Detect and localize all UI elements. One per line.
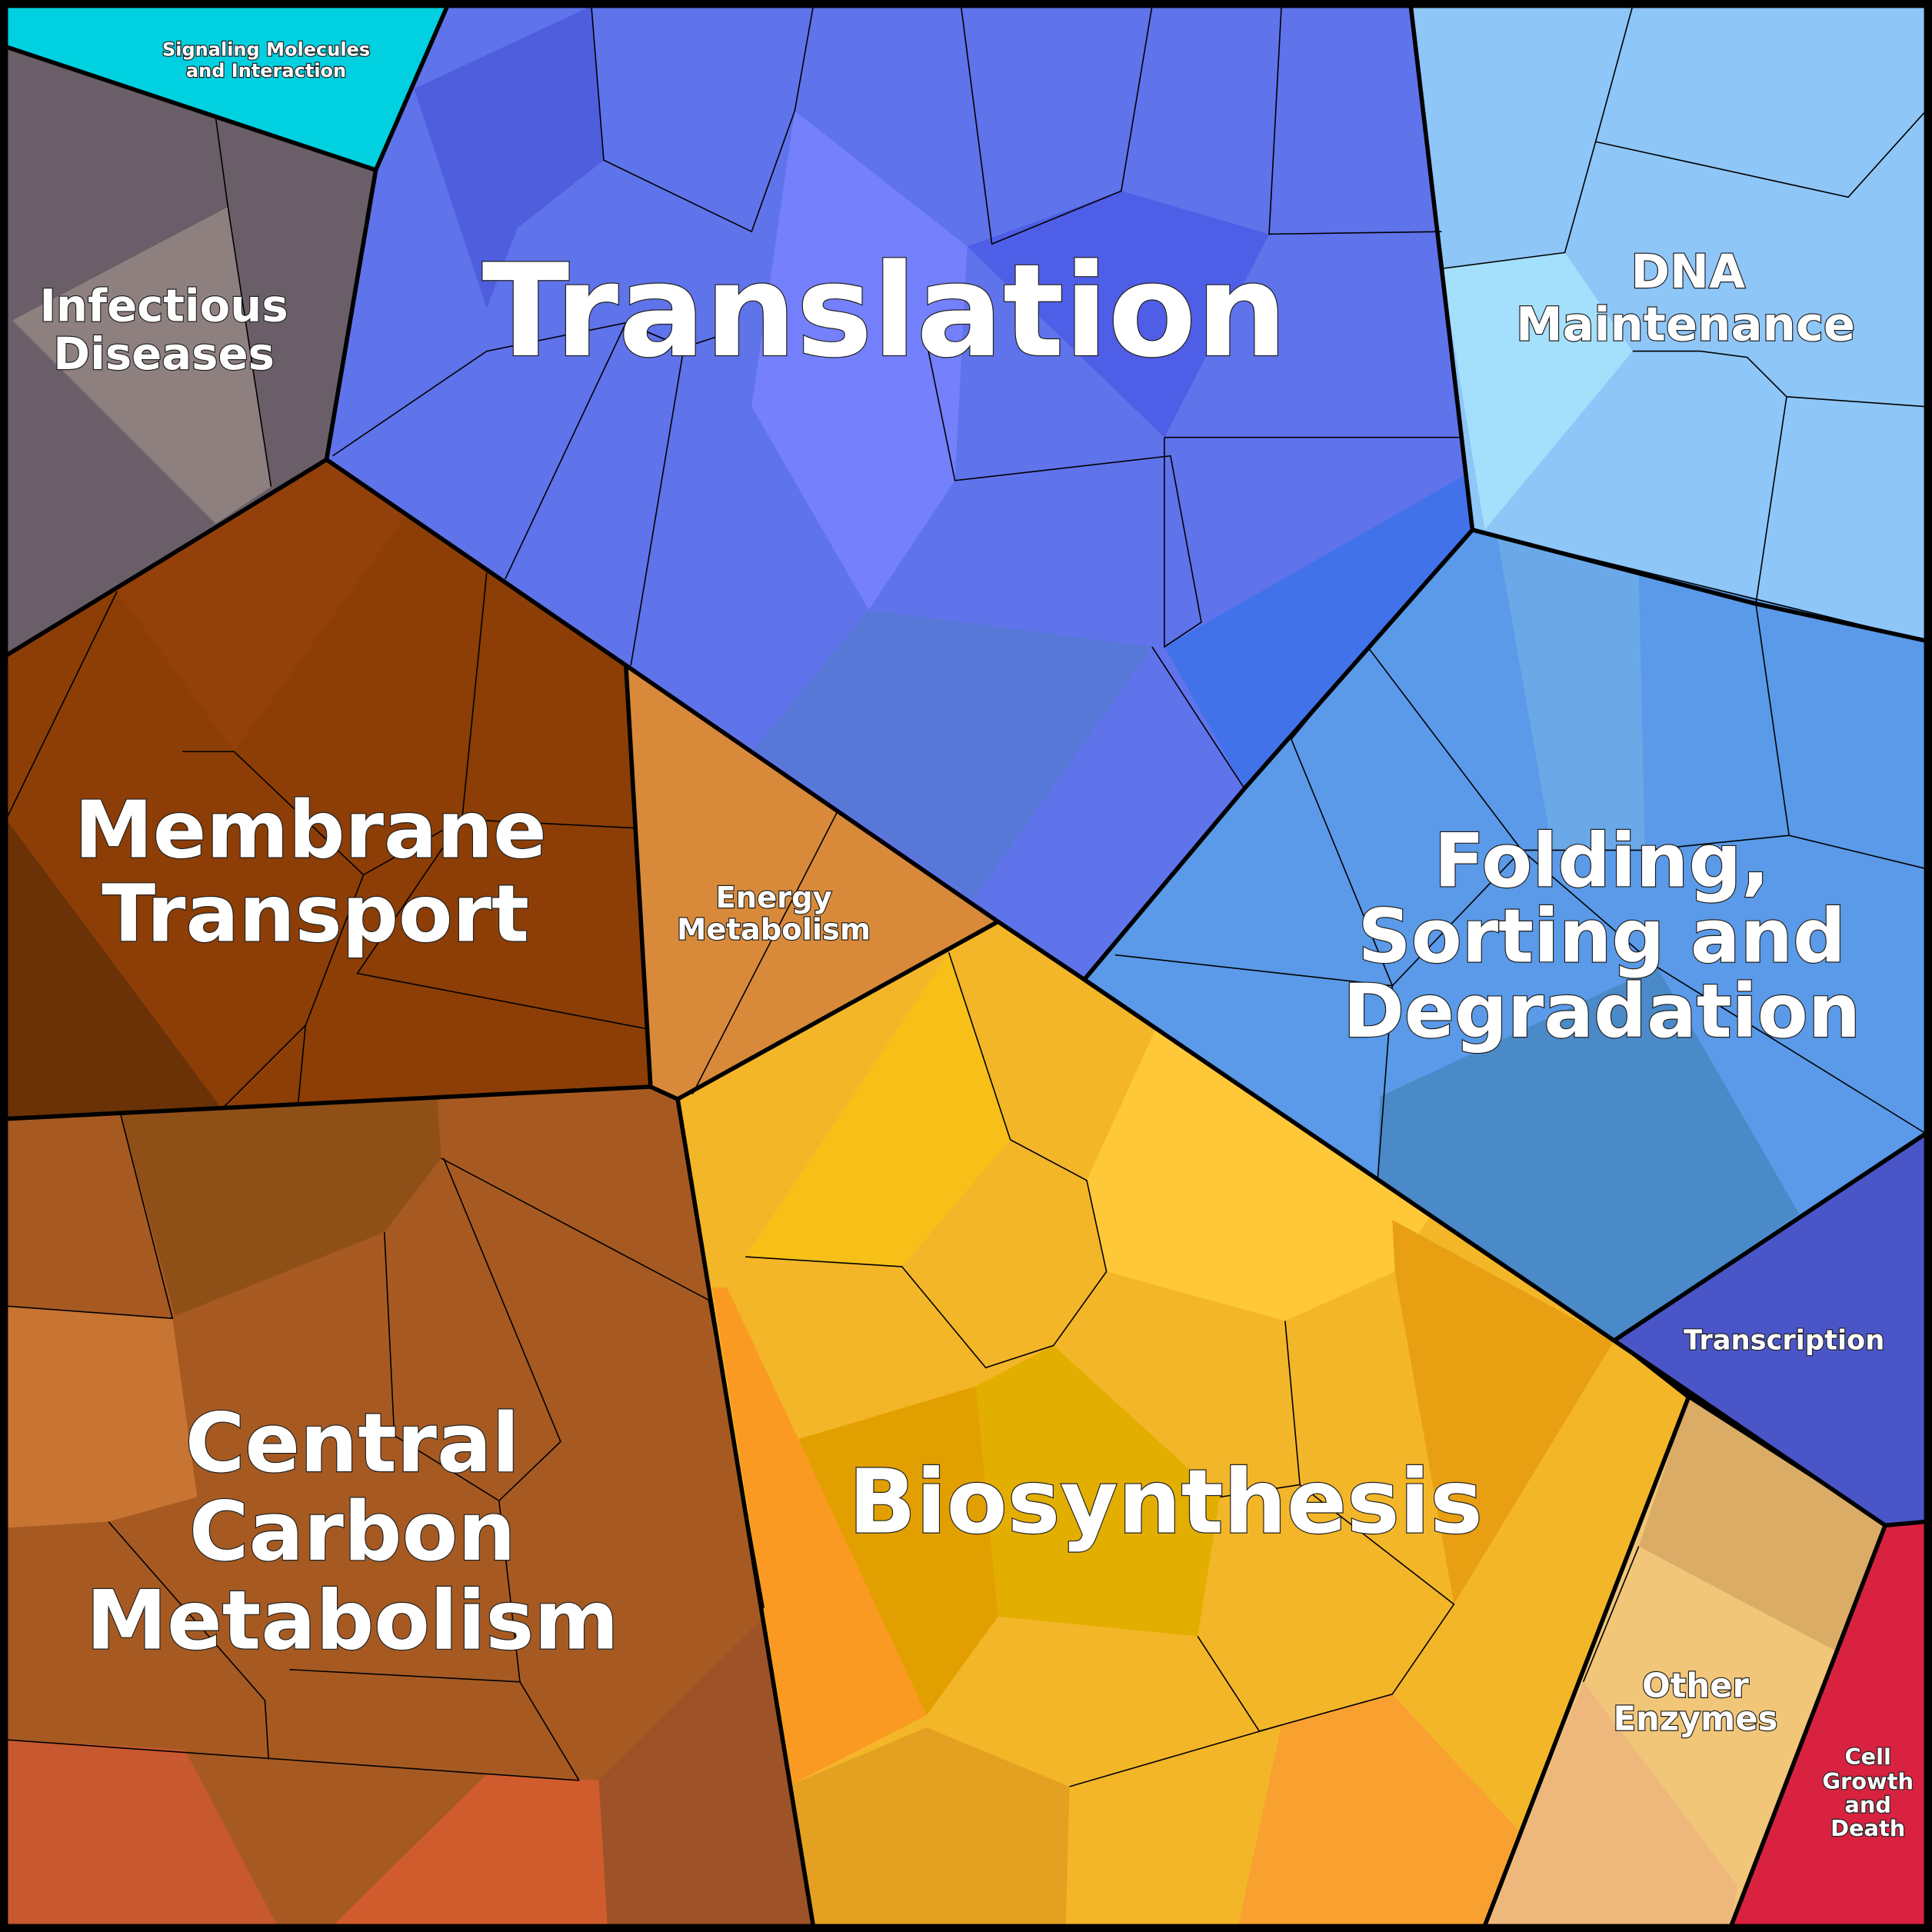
cell-edge — [691, 810, 839, 1094]
region-label: Other — [1642, 1667, 1750, 1705]
cell — [1441, 252, 1633, 530]
border — [1482, 1397, 1690, 1927]
region-label: Biosynthesis — [848, 1451, 1483, 1554]
cell — [117, 459, 407, 752]
cell — [751, 111, 968, 611]
cell-edge — [591, 5, 814, 233]
cell-edge — [297, 1024, 307, 1103]
region-label: Degradation — [1343, 968, 1860, 1054]
sub-cells — [6, 6, 1886, 1926]
cell — [745, 952, 1011, 1267]
cell-edge — [960, 5, 1153, 245]
cell-edge — [1441, 5, 1634, 270]
cell-edge — [5, 591, 118, 820]
cell — [6, 1306, 198, 1528]
labels: Signaling Molecules and Interaction Infe… — [38, 38, 1914, 1842]
region-label: Maintenance — [1516, 298, 1855, 352]
cell-edge — [1582, 1546, 1640, 1683]
cell — [12, 207, 271, 524]
border — [5, 1084, 651, 1121]
border — [624, 665, 1000, 1101]
border — [1471, 528, 1927, 643]
cell-edge — [5, 1114, 174, 1320]
region-label: and Interaction — [186, 60, 346, 82]
region-label: Transcription — [1684, 1325, 1884, 1357]
cell — [598, 1616, 814, 1926]
cell — [121, 1099, 441, 1316]
region-label: Transport — [102, 868, 529, 960]
region-label: and — [1844, 1792, 1891, 1818]
cell — [1484, 1681, 1737, 1926]
cell-edge — [498, 1501, 521, 1682]
cell — [798, 1386, 998, 1716]
region-label: Energy — [715, 881, 831, 915]
cell — [1377, 967, 1799, 1341]
region-label: Folding, — [1434, 818, 1770, 904]
region-label: Growth — [1822, 1768, 1914, 1794]
region-label: Metabolism — [86, 1573, 619, 1667]
region-label: Sorting and — [1358, 893, 1846, 979]
cell-edge — [1114, 834, 1927, 987]
cell — [6, 1740, 278, 1926]
cell-edge — [215, 117, 272, 487]
cell-edge — [1069, 1724, 1282, 1787]
cell — [1497, 535, 1645, 851]
border — [1729, 1524, 1887, 1927]
cell — [711, 1287, 927, 1784]
cell-edge — [1755, 603, 1790, 836]
cell-edge — [1268, 5, 1442, 235]
region-label: Translation — [482, 237, 1287, 386]
cell — [967, 191, 1270, 438]
cell — [332, 1774, 608, 1926]
cell-edge — [1632, 350, 1927, 408]
region-label: Membrane — [75, 784, 547, 876]
border — [1613, 1338, 1927, 1528]
region-label: Carbon — [189, 1484, 516, 1579]
cell — [6, 819, 222, 1119]
cell-edge — [923, 330, 1202, 648]
cell-edge — [745, 1139, 1108, 1369]
region-label: Metabolism — [677, 913, 871, 948]
cell-edge — [505, 321, 685, 666]
border — [675, 1098, 816, 1927]
region-label: Signaling Molecules — [162, 39, 370, 61]
cell-edge — [948, 952, 1011, 1141]
cell — [754, 610, 1152, 900]
cell-edge — [356, 818, 648, 1030]
cell — [792, 1727, 1070, 1926]
region-label: Death — [1830, 1815, 1905, 1841]
cell — [1392, 1220, 1614, 1604]
cell — [414, 6, 604, 308]
cell-edge — [1755, 396, 1787, 605]
cell-edge — [108, 1521, 270, 1760]
region-label: Diseases — [53, 328, 275, 380]
region-label: Enzymes — [1613, 1700, 1777, 1739]
cell-edge — [1197, 1484, 1455, 1732]
cell — [975, 1345, 1221, 1637]
cell — [1638, 1398, 1886, 1651]
cell — [1238, 1694, 1518, 1926]
cell-edge — [1151, 646, 1245, 789]
cell — [1164, 474, 1473, 789]
region-label: DNA — [1631, 245, 1746, 299]
region-label: Central — [185, 1396, 520, 1491]
cell-edge — [5, 1739, 580, 1781]
region-label: Cell — [1844, 1744, 1890, 1770]
region-label: Infectious — [39, 280, 288, 332]
cell — [1087, 1028, 1430, 1321]
cell-edge — [1595, 110, 1927, 198]
